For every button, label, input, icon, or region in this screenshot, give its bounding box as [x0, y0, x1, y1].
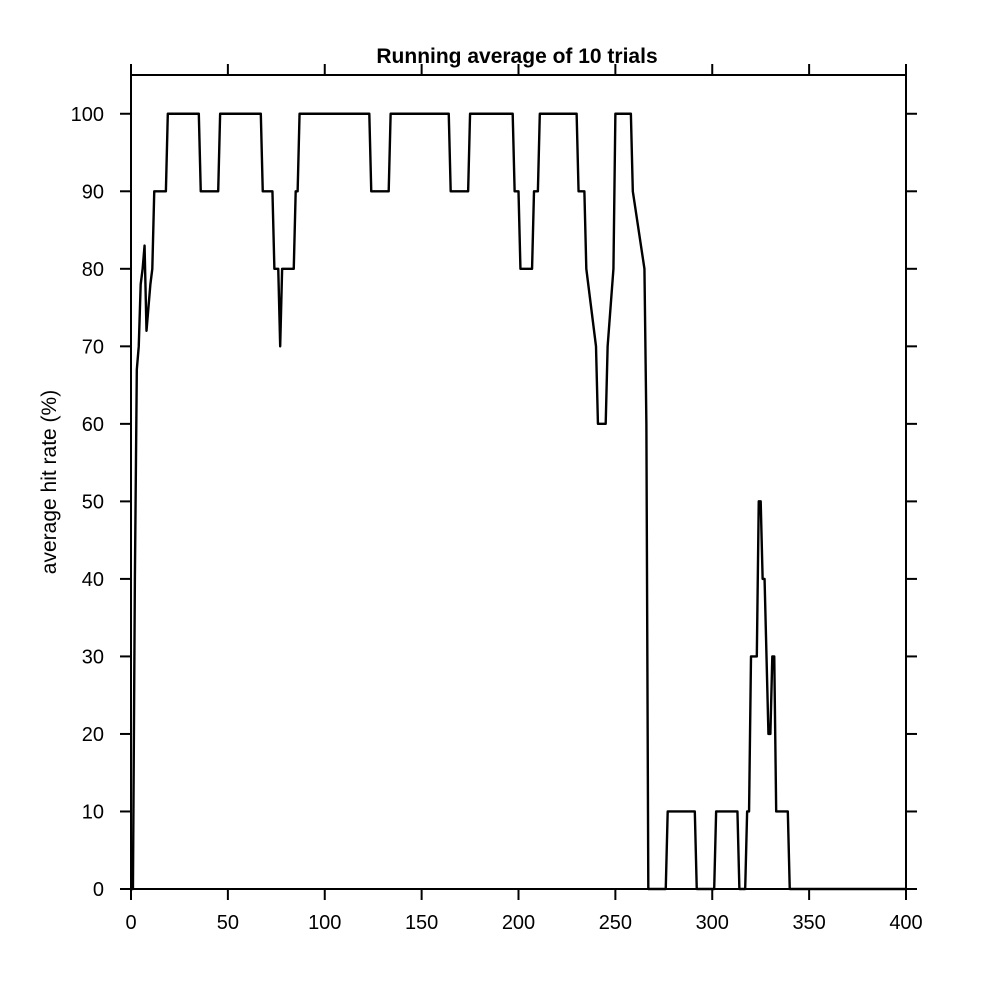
x-tick-label: 300 [696, 912, 729, 934]
chart-title: Running average of 10 trials [376, 45, 657, 68]
y-tick-label: 100 [71, 104, 104, 126]
x-tick-label: 0 [125, 912, 136, 934]
y-tick-label: 40 [82, 569, 104, 591]
y-tick-label: 20 [82, 724, 104, 746]
y-tick-label: 90 [82, 181, 104, 203]
series-line [131, 112, 906, 891]
y-tick-label: 0 [93, 879, 104, 901]
x-tick-label: 200 [502, 912, 535, 934]
x-tick-label: 100 [308, 912, 341, 934]
y-tick-label: 60 [82, 414, 104, 436]
x-tick-label: 400 [889, 912, 922, 934]
y-tick-label: 10 [82, 801, 104, 823]
y-tick-label: 50 [82, 491, 104, 513]
x-tick-label: 50 [217, 912, 239, 934]
y-tick-label: 70 [82, 336, 104, 358]
tick-labels: 0 50 100 150 200 250 300 350 400 0 10 20 30 40 50 60 70 8… [71, 104, 923, 934]
y-tick-label: 30 [82, 646, 104, 668]
y-axis-label: average hit rate (%) [38, 390, 61, 574]
ticks [120, 64, 917, 900]
x-tick-label: 350 [792, 912, 825, 934]
x-tick-label: 150 [405, 912, 438, 934]
x-tick-label: 250 [599, 912, 632, 934]
y-tick-label: 80 [82, 259, 104, 281]
